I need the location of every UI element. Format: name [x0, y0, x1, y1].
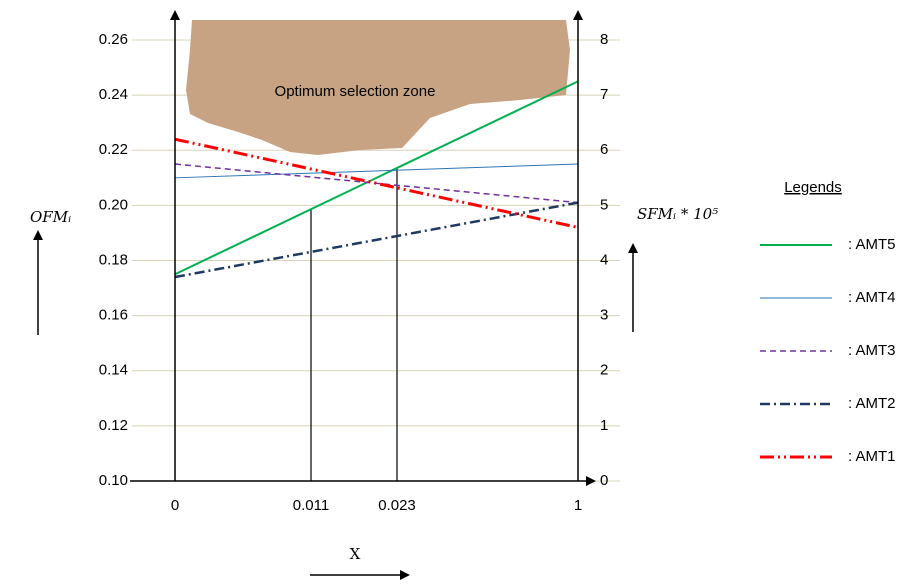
y2-tick-label: 7	[600, 86, 608, 103]
y2-tick-label: 5	[600, 196, 608, 213]
legend-title: Legends	[784, 179, 842, 196]
y-tick-label: 0.20	[99, 196, 128, 213]
x-tick-label: 0.011	[293, 497, 329, 514]
x-tick-label: 0.023	[378, 497, 416, 514]
x-tick-label: 0	[171, 497, 179, 514]
y-tick-label: 0.18	[99, 251, 128, 268]
x-axis-label: X	[350, 545, 361, 563]
series-line	[174, 201, 579, 279]
legend-label: : AMT1	[848, 448, 896, 465]
optimum-zone	[186, 20, 570, 155]
y-tick-label: 0.14	[99, 362, 128, 379]
zone-label: Optimum selection zone	[275, 83, 436, 100]
y-tick-label: 0.24	[99, 86, 128, 103]
y2-tick-label: 8	[600, 31, 608, 48]
y-axis-label: OFMᵢ	[30, 208, 71, 226]
legend-label: : AMT3	[848, 342, 896, 359]
series-line	[174, 137, 579, 229]
y2-tick-label: 1	[600, 417, 608, 434]
y2-axis-label: SFMᵢ * 10⁵	[637, 205, 718, 223]
y-tick-label: 0.10	[99, 472, 128, 489]
series-line	[174, 163, 579, 204]
series-line	[174, 163, 579, 179]
y-tick-label: 0.12	[99, 417, 128, 434]
y-tick-label: 0.22	[99, 141, 128, 158]
x-tick-label: 1	[574, 497, 582, 514]
legend-label: : AMT4	[848, 289, 896, 306]
y2-tick-label: 4	[600, 251, 608, 268]
y2-tick-label: 6	[600, 141, 608, 158]
y2-tick-label: 2	[600, 362, 608, 379]
y-tick-label: 0.26	[99, 31, 128, 48]
series-line	[174, 80, 579, 276]
legend-label: : AMT5	[848, 236, 896, 253]
y2-tick-label: 3	[600, 307, 608, 324]
y-tick-label: 0.16	[99, 307, 128, 324]
y2-tick-label: 0	[600, 472, 608, 489]
legend-label: : AMT2	[848, 395, 896, 412]
lines	[174, 80, 579, 481]
